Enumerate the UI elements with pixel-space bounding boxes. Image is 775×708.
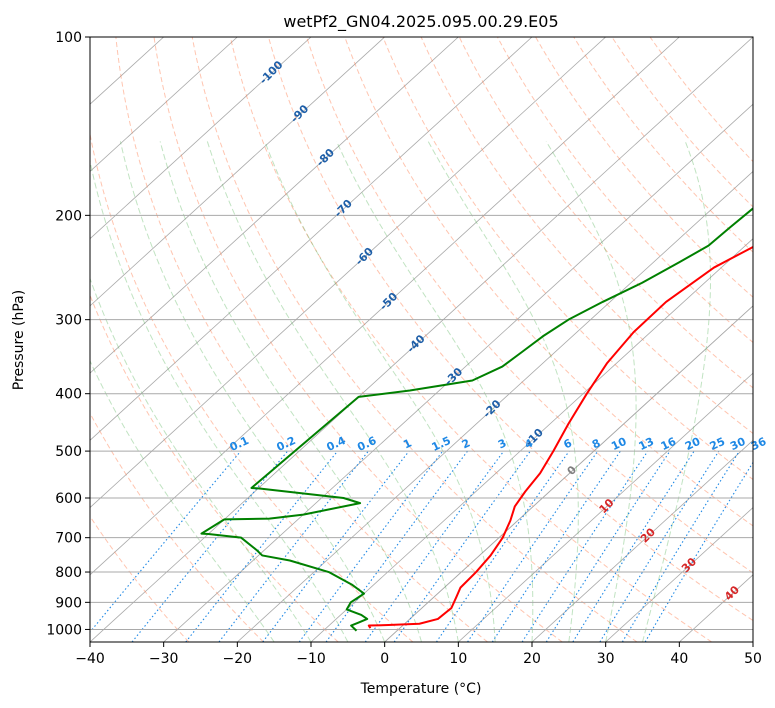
y-tick-label: 800 [55,565,82,581]
dewpoint-line [200,206,753,632]
isotherm-line [90,37,238,172]
x-tick-label: 50 [744,651,762,667]
dry-adiabat-line [382,37,753,481]
x-tick-label: 40 [670,651,688,667]
y-tick-label: 1000 [46,622,82,638]
x-tick-label: 30 [597,651,615,667]
temperature-line [367,245,753,629]
mixing-ratio-label: 16 [659,435,679,453]
x-tick-label: 20 [523,651,541,667]
mixing-ratio-line [262,450,410,642]
chart-title: wetPf2_GN04.2025.095.00.29.E05 [283,12,558,32]
x-axis-label: Temperature (°C) [360,681,482,697]
x-tick-label: 0 [380,651,389,667]
dry-adiabat-line [229,37,712,642]
plot-frame [89,36,754,643]
mixing-ratio-label: 25 [708,435,727,453]
isotherm-line [310,238,753,642]
isotherm-line [90,37,459,374]
dry-adiabat-line [306,37,753,574]
mixing-ratio-label: 10 [609,435,629,453]
mixing-ratio-line [545,450,671,642]
mixing-ratio-label: 30 [728,435,748,453]
dry-adiabat-line [90,293,339,642]
x-tick-label: −10 [296,651,326,667]
dry-adiabat-line [611,37,753,208]
isotherm-line [237,170,753,642]
y-tick-label: 700 [55,531,82,547]
mixing-ratio-line [90,450,242,633]
y-axis-label: Pressure (hPa) [11,290,27,390]
dry-adiabat-line [90,515,190,642]
dry-adiabat-line [344,37,753,527]
dry-adiabat-line [115,37,488,642]
dry-adiabat-line [191,37,638,642]
dry-adiabat-line [496,37,753,344]
x-tick-label: 10 [449,651,467,667]
sounding-series [200,206,753,632]
zero-isotherm-line [384,305,753,642]
x-tick-label: −40 [75,651,105,667]
x-tick-label: −30 [149,651,179,667]
x-tick-label: −20 [223,651,253,667]
mixing-ratio-line [467,450,599,642]
dry-adiabat-line [649,37,753,163]
dry-adiabat-line [420,37,753,435]
isotherm-line [90,37,680,576]
y-tick-label: 400 [55,387,82,403]
y-tick-label: 200 [55,208,82,224]
dry-adiabat-line [458,37,753,389]
mixing-ratio-label: 20 [683,435,703,453]
mixing-ratio-line [521,450,649,642]
mixing-ratio-line [393,450,531,642]
y-tick-label: 100 [55,30,82,46]
isotherm-line [458,372,753,642]
y-tick-label: 900 [55,595,82,611]
x-axis-ticks: −40 −30 −20 −10 0 10 20 30 40 50 [75,642,762,667]
isotherm-line [90,37,753,642]
y-tick-label: 500 [55,444,82,460]
isotherm-line [163,103,753,642]
mixing-ratio-label: 36 [749,435,769,453]
y-axis-ticks: 1000 900 800 700 600 500 400 300 200 100 [46,30,90,638]
mixing-ratio-line [298,450,444,642]
isotherm-line [90,37,385,307]
mixing-ratio-line [131,450,289,642]
mixing-ratio-line [491,450,621,642]
dry-adiabat-line [153,37,563,642]
isotherm-line [90,37,312,240]
y-tick-label: 300 [55,313,82,329]
mixing-ratio-line [364,450,505,642]
isotherm-line [90,37,606,509]
dry-adiabat-line [268,37,753,622]
mixing-ratio-line [325,450,468,642]
mixing-ratio-line [572,450,695,642]
isotherm-line [90,37,533,441]
mixing-ratio-label: 13 [637,435,656,453]
isotherm-line [605,507,753,642]
mixing-ratio-line [435,450,570,642]
pressure-gridlines [90,37,753,630]
isotherm-line [531,439,753,642]
mixing-ratio-line [621,450,740,642]
y-tick-label: 600 [55,491,82,507]
